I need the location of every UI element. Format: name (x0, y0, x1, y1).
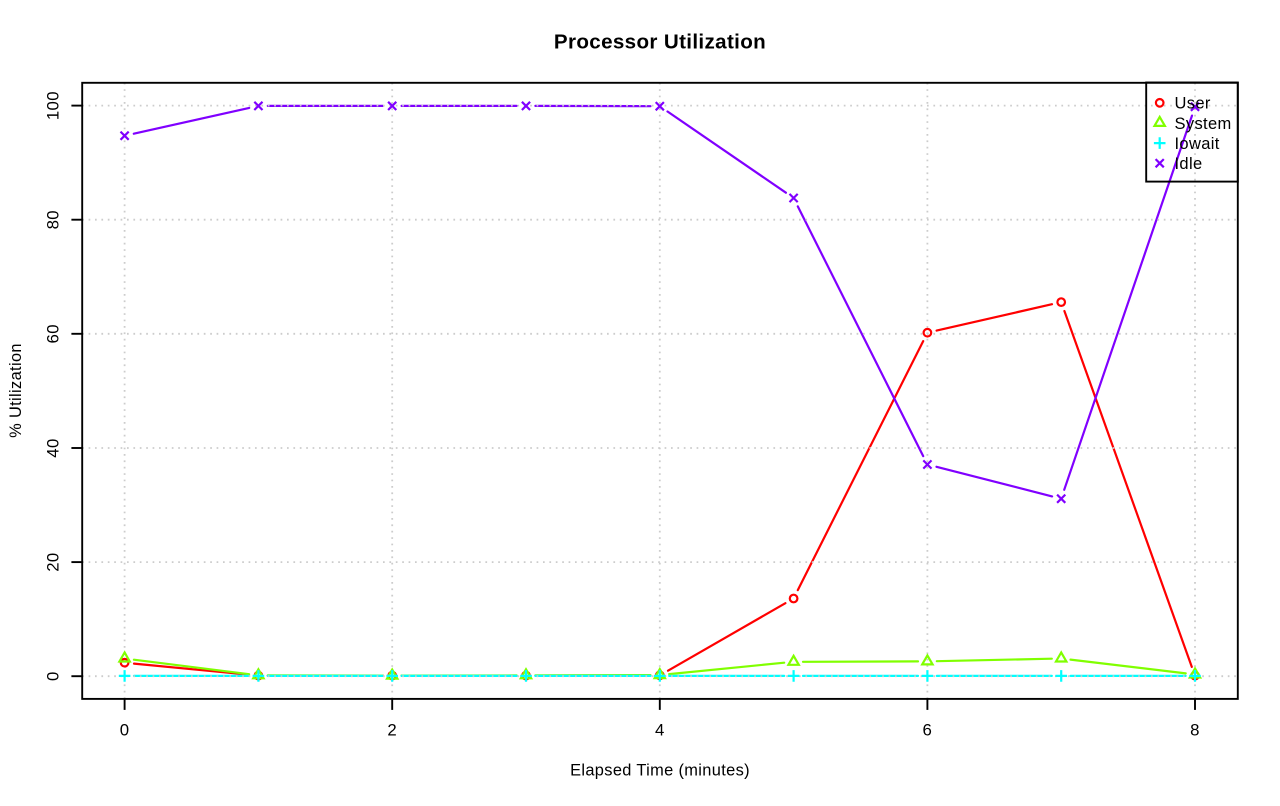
svg-text:2: 2 (387, 720, 397, 739)
svg-text:60: 60 (44, 324, 63, 343)
svg-text:4: 4 (655, 720, 665, 739)
svg-text:8: 8 (1190, 720, 1200, 739)
svg-text:20: 20 (44, 552, 63, 571)
svg-text:0: 0 (120, 720, 130, 739)
svg-text:System: System (1175, 115, 1232, 133)
svg-text:6: 6 (923, 720, 933, 739)
svg-text:% Utilization: % Utilization (7, 343, 25, 438)
svg-text:80: 80 (44, 210, 63, 229)
svg-text:Elapsed Time (minutes): Elapsed Time (minutes) (570, 761, 750, 779)
svg-text:Idle: Idle (1175, 155, 1203, 173)
svg-text:40: 40 (44, 438, 63, 457)
svg-text:0: 0 (44, 671, 63, 681)
svg-text:Processor Utilization: Processor Utilization (554, 31, 766, 54)
svg-text:Iowait: Iowait (1175, 135, 1220, 153)
svg-text:User: User (1175, 95, 1211, 113)
svg-text:100: 100 (44, 91, 63, 120)
